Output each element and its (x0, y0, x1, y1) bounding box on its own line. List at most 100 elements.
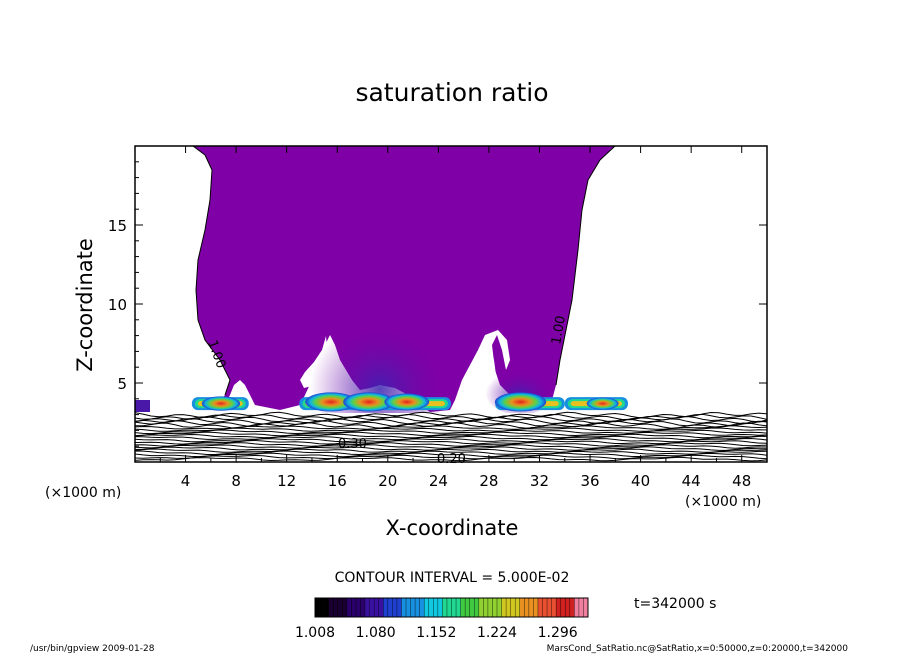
colorbar-segment (456, 598, 461, 617)
colorbar-segment (419, 598, 425, 617)
colorbar-segment (428, 598, 434, 617)
colorbar-segment (369, 598, 375, 617)
y-tick-label: 10 (108, 296, 127, 314)
hot-core (305, 392, 357, 412)
colorbar-segment (460, 598, 466, 617)
hot-core (586, 397, 619, 410)
colorbar-segment (487, 598, 493, 617)
colorbar-segment (374, 598, 379, 617)
colorbar-segment (351, 598, 357, 617)
colorbar-tick-label: 1.080 (356, 625, 396, 641)
colorbar-segment (565, 598, 571, 617)
colorbar-segment (424, 598, 430, 617)
colorbar-segment (524, 598, 530, 617)
ground-contour-line (135, 431, 767, 437)
hot-core (494, 392, 547, 412)
y-tick-label: 15 (108, 217, 127, 235)
x-axis: 4 8 12 16 20 24 28 32 36 40 44 48 (159, 146, 751, 490)
colorbar-segment (578, 598, 584, 617)
colorbar-segment (355, 598, 361, 617)
colorbar-segment (547, 598, 552, 617)
colorbar-segment (474, 598, 480, 617)
time-label: t=342000 s (634, 596, 716, 612)
colorbar-tick-label: 1.152 (416, 625, 456, 641)
x-tick-label: 24 (429, 472, 448, 490)
ground-contour-line (135, 427, 767, 432)
ground-contour-line (135, 425, 767, 430)
supersaturated-cores (201, 392, 619, 412)
x-tick-label: 20 (378, 472, 397, 490)
colorbar-segment (510, 598, 516, 617)
colorbar-segment (406, 598, 411, 617)
ground-contour-line (135, 446, 767, 451)
colorbar-segment (542, 598, 548, 617)
ground-contour-line (135, 429, 767, 435)
colorbar-segment (442, 598, 448, 617)
colorbar (314, 598, 589, 617)
left-edge-blob (135, 400, 150, 412)
y-tick-label: 5 (117, 375, 127, 393)
contour-label: 1.00 (549, 315, 569, 346)
plot-area (135, 146, 767, 462)
ground-contour-line (135, 435, 767, 441)
colorbar-segment (583, 598, 589, 617)
chart-title: saturation ratio (355, 78, 548, 107)
colorbar-segment (410, 598, 416, 617)
ground-contours (135, 411, 767, 462)
footer-left: /usr/bin/gpview 2009-01-28 (30, 644, 155, 654)
ground-contour-line (135, 452, 767, 458)
colorbar-segment (497, 598, 502, 617)
colorbar-segment (342, 598, 348, 617)
colorbar-segment (533, 598, 539, 617)
colorbar-segment (378, 598, 384, 617)
colorbar-segment (437, 598, 443, 617)
colorbar-segment (560, 598, 566, 617)
x-tick-label: 36 (580, 472, 599, 490)
x-unit-right: (×1000 m) (685, 494, 761, 510)
colorbar-segment (396, 598, 402, 617)
colorbar-segment (337, 598, 343, 617)
contour-interval: CONTOUR INTERVAL = 5.000E-02 (335, 570, 570, 586)
cloud-hole-left (300, 336, 327, 388)
colorbar-segment (551, 598, 557, 617)
cloud-edge-contour (192, 146, 231, 396)
y-axis-label: Z-coordinate (73, 238, 97, 372)
ground-contour-line (135, 456, 767, 462)
colorbar-segment (383, 598, 389, 617)
colorbar-tick-label: 1.296 (538, 625, 578, 641)
colorbar-segment (346, 598, 352, 617)
colorbar-segment (537, 598, 543, 617)
x-tick-label: 48 (732, 472, 751, 490)
contour-label: 0.20 (437, 452, 466, 467)
colorbar-segment (465, 598, 470, 617)
y-axis: 5 10 15 (108, 161, 767, 447)
colorbar-segment (333, 598, 339, 617)
hot-core (343, 392, 395, 412)
ground-contour-line (135, 454, 767, 460)
colorbar-tick-label: 1.224 (477, 625, 517, 641)
x-tick-label: 32 (530, 472, 549, 490)
colorbar-segment (574, 598, 580, 617)
x-axis-label: X-coordinate (386, 516, 519, 540)
colorbar-tick-labels: 1.008 1.080 1.152 1.224 1.296 (295, 625, 578, 641)
colorbar-segment (315, 598, 320, 617)
colorbar-segment (328, 598, 334, 617)
colorbar-segment (492, 598, 498, 617)
colorbar-segment (478, 598, 484, 617)
x-tick-label: 16 (328, 472, 347, 490)
colorbar-segment (433, 598, 439, 617)
colorbar-segment (360, 598, 366, 617)
colorbar-segment (569, 598, 575, 617)
colorbar-tick-label: 1.008 (295, 625, 335, 641)
colorbar-segment (392, 598, 398, 617)
x-tick-label: 8 (231, 472, 241, 490)
ground-contour-line (135, 439, 767, 445)
colorbar-segment (506, 598, 511, 617)
colorbar-segment (319, 598, 325, 617)
x-tick-label: 40 (631, 472, 650, 490)
colorbar-segment (515, 598, 521, 617)
colorbar-segment (446, 598, 452, 617)
colorbar-segment (519, 598, 525, 617)
cloud-region (193, 146, 615, 412)
footer-right: MarsCond_SatRatio.nc@SatRatio,x=0:50000,… (547, 644, 849, 654)
